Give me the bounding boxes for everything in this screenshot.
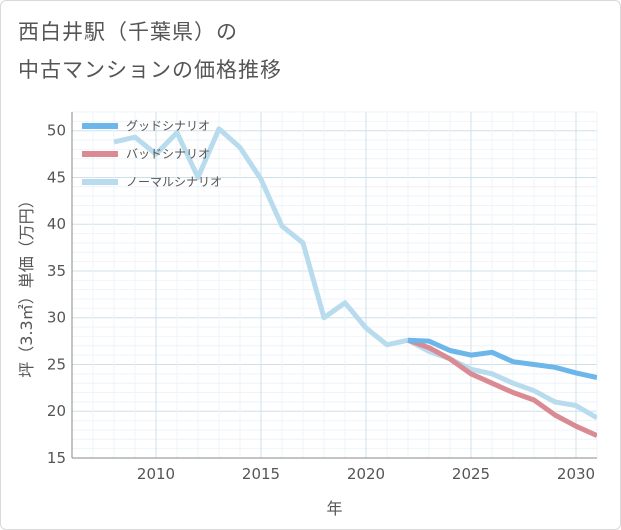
y-tick-label: 35	[47, 262, 66, 280]
series-line-1	[407, 337, 597, 438]
x-tick-label: 2020	[347, 465, 385, 483]
x-tick-label: 2010	[137, 465, 175, 483]
x-tick-label: 2015	[242, 465, 280, 483]
chart-title-line2: 中古マンションの価格推移	[18, 58, 282, 82]
y-tick-label: 25	[47, 355, 66, 373]
legend-label-2: ノーマルシナリオ	[126, 175, 222, 189]
legend-label-0: グッドシナリオ	[126, 119, 210, 133]
x-tick-label: 2025	[452, 465, 490, 483]
x-tick-label: 2030	[557, 465, 595, 483]
series-line-2	[113, 126, 597, 420]
y-tick-label: 30	[47, 309, 66, 327]
y-axis-label: 坪（3.3㎡）単価（万円）	[17, 192, 36, 377]
legend-label-1: バッドシナリオ	[126, 147, 210, 161]
y-tick-label: 40	[47, 215, 66, 233]
y-tick-label: 50	[47, 122, 66, 140]
y-tick-label: 15	[47, 449, 66, 467]
x-axis-label: 年	[326, 499, 342, 518]
plot-area	[72, 112, 597, 458]
series-line-0	[407, 337, 597, 381]
y-tick-label: 45	[47, 168, 66, 186]
y-tick-label: 20	[47, 402, 66, 420]
chart-title-line1: 西白井駅（千葉県）の	[18, 20, 238, 44]
